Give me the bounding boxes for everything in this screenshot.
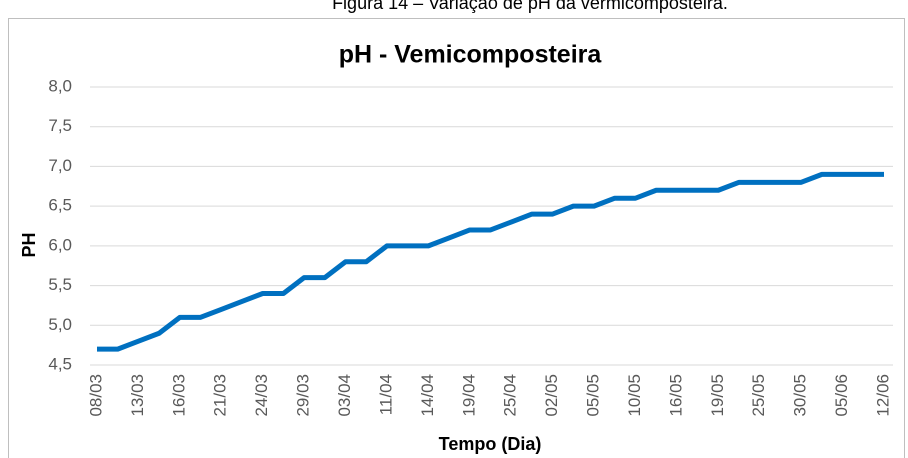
x-tick-label: 16/05: [666, 374, 685, 417]
x-tick-label: 30/05: [791, 374, 810, 417]
x-tick-label: 21/03: [211, 374, 230, 417]
y-tick-label: 5,5: [48, 275, 72, 294]
y-tick-label: 7,0: [48, 156, 72, 175]
y-axis-title: PH: [19, 232, 39, 257]
x-tick-label: 05/05: [584, 374, 603, 417]
y-tick-label: 6,0: [48, 235, 72, 254]
x-tick-label: 16/03: [169, 374, 188, 417]
x-tick-label: 02/05: [542, 374, 561, 417]
x-tick-label: 14/04: [418, 374, 437, 417]
x-tick-label: 08/03: [86, 374, 105, 417]
x-tick-label: 12/06: [873, 374, 892, 417]
chart-border: [8, 18, 905, 458]
x-tick-label: 05/06: [832, 374, 851, 417]
x-tick-label: 19/05: [708, 374, 727, 417]
x-tick-label: 25/05: [749, 374, 768, 417]
x-tick-label: 29/03: [294, 374, 313, 417]
y-tick-label: 7,5: [48, 116, 72, 135]
x-tick-label: 03/04: [335, 374, 354, 417]
data-line: [97, 171, 884, 352]
chart-title: pH - Vemicomposteira: [339, 41, 603, 69]
y-tick-label: 6,5: [48, 196, 72, 215]
y-tick-label: 4,5: [48, 354, 72, 373]
x-tick-label: 13/03: [128, 374, 147, 417]
x-tick-label: 11/04: [376, 374, 395, 415]
y-tick-label: 5,0: [48, 315, 72, 334]
y-tick-label: 8,0: [48, 76, 72, 95]
x-tick-label: 25/04: [501, 374, 520, 417]
x-tick-label: 19/04: [459, 374, 478, 417]
x-tick-label: 10/05: [625, 374, 644, 417]
x-tick-label: 24/03: [252, 374, 271, 417]
caption: Figura 14 – Variação de pH da vermicompo…: [332, 0, 728, 13]
x-axis-title: Tempo (Dia): [439, 434, 542, 454]
